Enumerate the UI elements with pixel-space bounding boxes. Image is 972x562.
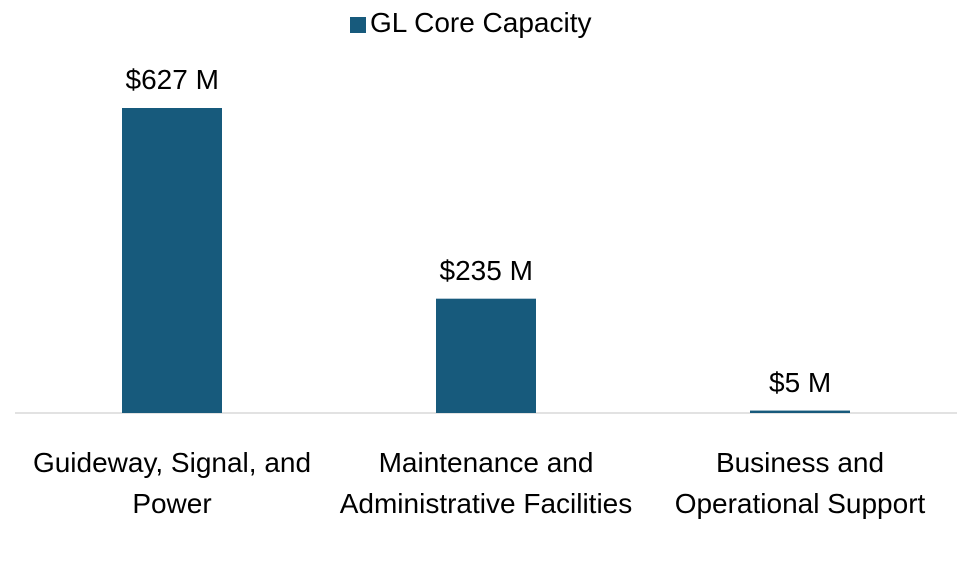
value-label: $5 M: [769, 366, 832, 398]
value-label: $235 M: [439, 254, 533, 286]
legend-swatch: [350, 17, 366, 33]
bar: [436, 298, 536, 413]
bar: [122, 108, 222, 413]
x-tick-label: Guideway, Signal, and Power: [32, 447, 312, 519]
x-tick-label: Business and Operational Support: [674, 447, 926, 519]
x-tick-label: Maintenance and Administrative Facilitie…: [339, 447, 633, 519]
value-label: $627 M: [125, 64, 219, 95]
bar: [750, 410, 850, 413]
legend-label: GL Core Capacity: [370, 7, 592, 38]
